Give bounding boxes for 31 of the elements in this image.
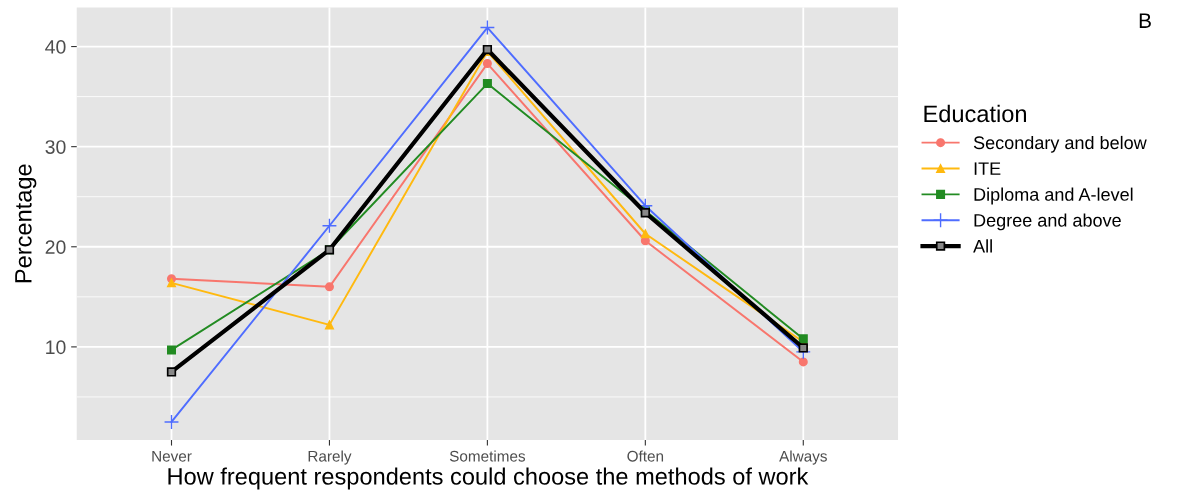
y-tick-label: 20 bbox=[45, 240, 66, 255]
y-tick-label: 40 bbox=[45, 40, 66, 54]
legend-label: Secondary and below bbox=[973, 135, 1147, 153]
point bbox=[324, 320, 334, 330]
x-tick-label: Often bbox=[627, 450, 664, 462]
point bbox=[163, 414, 180, 430]
legend-label: Diploma and A-level bbox=[974, 187, 1133, 205]
point bbox=[482, 59, 492, 69]
point bbox=[798, 357, 808, 367]
x-tick-label: Rarely bbox=[308, 450, 352, 465]
x-tick-label: Sometimes bbox=[449, 450, 526, 462]
point bbox=[166, 278, 177, 288]
legend-label: ITE bbox=[974, 162, 1001, 175]
point bbox=[324, 282, 334, 292]
point bbox=[482, 79, 492, 89]
point bbox=[640, 229, 650, 239]
point bbox=[479, 19, 496, 36]
y-tick-label: 30 bbox=[45, 140, 66, 154]
legend-label: All bbox=[973, 239, 992, 253]
point bbox=[166, 345, 177, 355]
point bbox=[166, 367, 177, 377]
x-tick-label: Never bbox=[152, 450, 192, 462]
legend-label: Degree and above bbox=[974, 213, 1121, 231]
legend-title: Education bbox=[924, 104, 1026, 123]
point bbox=[798, 343, 808, 353]
x-axis-title: How frequent respondents could choose the methods of work bbox=[168, 467, 809, 490]
text: B bbox=[1139, 13, 1151, 28]
y-tick-label: 10 bbox=[46, 340, 66, 355]
x-tick-label: Always bbox=[779, 450, 827, 465]
point bbox=[321, 218, 338, 234]
y-axis-title: Percentage bbox=[15, 164, 37, 283]
